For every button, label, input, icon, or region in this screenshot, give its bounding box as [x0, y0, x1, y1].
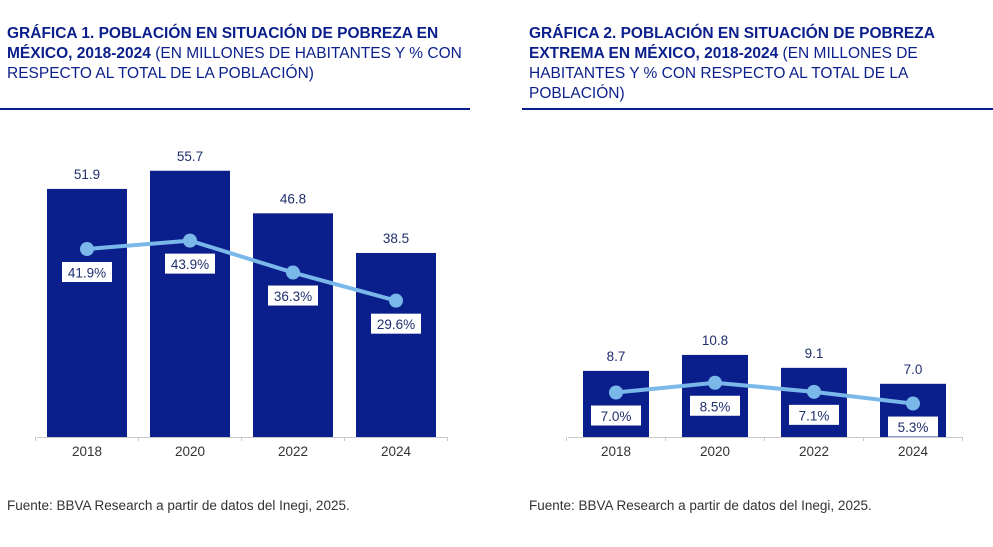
percent-point [906, 396, 920, 411]
chart-title-rest: (EN MILLONES DE HABITANTES Y % CON RESPE… [529, 45, 918, 102]
bar-value-label: 46.8 [280, 191, 306, 206]
bar-value-label: 55.7 [177, 149, 203, 164]
percent-label: 36.3% [274, 289, 312, 304]
percent-point [708, 375, 722, 390]
bar [356, 252, 436, 437]
percent-label-box [165, 253, 215, 274]
x-tick-label: 2024 [898, 444, 929, 459]
bar-value-label: 9.1 [805, 346, 824, 361]
percent-label: 7.1% [799, 408, 830, 423]
chart-title-bold: GRÁFICA 1. POBLACIÓN EN SITUACIÓN DE POB… [7, 25, 439, 62]
bar-value-label: 38.5 [383, 231, 409, 246]
bar-value-label: 7.0 [904, 362, 923, 377]
x-tick-label: 2024 [381, 444, 412, 459]
x-tick-label: 2022 [799, 444, 829, 459]
percent-point [609, 385, 623, 400]
bar [47, 188, 127, 437]
source-note: Fuente: BBVA Research a partir de datos … [529, 498, 872, 513]
chart-title-rest: (EN MILLONES DE HABITANTES Y % CON RESPE… [7, 45, 462, 82]
bar-value-label: 10.8 [702, 333, 728, 348]
percent-label-box [789, 404, 839, 425]
percent-point [389, 293, 403, 308]
percent-label: 8.5% [700, 399, 731, 414]
x-tick-label: 2020 [700, 444, 730, 459]
chart-title: GRÁFICA 2. POBLACIÓN EN SITUACIÓN DE POB… [529, 24, 993, 104]
percent-label-box [591, 405, 641, 426]
percent-label-box [888, 416, 938, 437]
percent-series-line [86, 238, 397, 303]
bar-value-label: 51.9 [74, 167, 100, 182]
percent-label: 7.0% [601, 409, 632, 424]
bar [781, 367, 847, 437]
percent-label: 5.3% [898, 420, 929, 435]
percent-label: 43.9% [171, 257, 209, 272]
percent-label-box [62, 262, 112, 283]
bar [150, 170, 230, 437]
percent-series-line [615, 380, 914, 406]
x-tick-label: 2018 [601, 444, 631, 459]
chart-panel-1: GRÁFICA 1. POBLACIÓN EN SITUACIÓN DE POB… [0, 0, 470, 513]
bar [253, 213, 333, 437]
chart-title: GRÁFICA 1. POBLACIÓN EN SITUACIÓN DE POB… [7, 24, 470, 84]
chart-plot: 8.7 10.8 9.1 7.0 7.0% 8.5% 7.1% 5.3% 2018 2020 202… [566, 333, 963, 459]
bar-value-label: 8.7 [607, 349, 626, 364]
percent-label-box [268, 285, 318, 306]
x-tick-label: 2018 [72, 444, 102, 459]
bar [583, 370, 649, 437]
title-rule [522, 108, 993, 110]
percent-label: 41.9% [68, 266, 106, 281]
x-tick-label: 2020 [175, 444, 205, 459]
percent-label: 29.6% [377, 317, 415, 332]
source-note: Fuente: BBVA Research a partir de datos … [7, 498, 350, 513]
x-tick-label: 2022 [278, 444, 308, 459]
chart-title-bold: GRÁFICA 2. POBLACIÓN EN SITUACIÓN DE POB… [529, 25, 935, 62]
chart-plot: 51.9 55.7 46.8 38.5 41.9% 43.9% 36.3% 29.6% 2018… [35, 149, 448, 459]
percent-point [80, 242, 94, 257]
percent-point [183, 233, 197, 248]
percent-point [807, 384, 821, 399]
percent-point [286, 265, 300, 280]
chart-panel-2: GRÁFICA 2. POBLACIÓN EN SITUACIÓN DE POB… [522, 0, 993, 513]
title-rule [0, 108, 470, 110]
percent-label-box [371, 313, 421, 334]
percent-label-box [690, 395, 740, 416]
